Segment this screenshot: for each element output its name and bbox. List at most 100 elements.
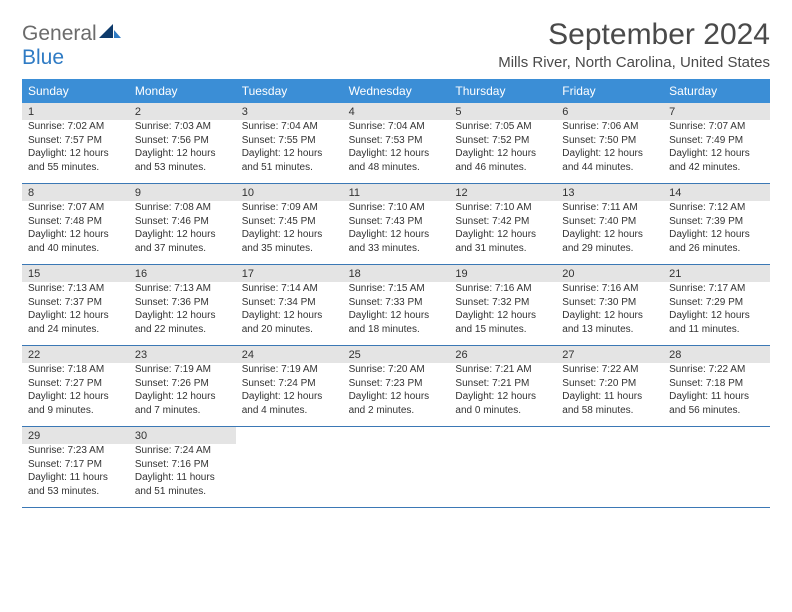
day-cell: 29Sunrise: 7:23 AMSunset: 7:17 PMDayligh… bbox=[22, 427, 129, 507]
week-row: 29Sunrise: 7:23 AMSunset: 7:17 PMDayligh… bbox=[22, 427, 770, 508]
sunset-text: Sunset: 7:53 PM bbox=[349, 134, 444, 148]
sunset-text: Sunset: 7:46 PM bbox=[135, 215, 230, 229]
week-row: 22Sunrise: 7:18 AMSunset: 7:27 PMDayligh… bbox=[22, 346, 770, 427]
day-details: Sunrise: 7:03 AMSunset: 7:56 PMDaylight:… bbox=[129, 120, 236, 178]
daylight-text: and 56 minutes. bbox=[669, 404, 764, 418]
day-number: 30 bbox=[129, 427, 236, 444]
day-number: 14 bbox=[663, 184, 770, 201]
daylight-text: and 31 minutes. bbox=[455, 242, 550, 256]
sunrise-text: Sunrise: 7:11 AM bbox=[562, 201, 657, 215]
day-number: 9 bbox=[129, 184, 236, 201]
day-cell: 19Sunrise: 7:16 AMSunset: 7:32 PMDayligh… bbox=[449, 265, 556, 345]
sunset-text: Sunset: 7:40 PM bbox=[562, 215, 657, 229]
day-details: Sunrise: 7:04 AMSunset: 7:55 PMDaylight:… bbox=[236, 120, 343, 178]
day-details: Sunrise: 7:07 AMSunset: 7:48 PMDaylight:… bbox=[22, 201, 129, 259]
day-details: Sunrise: 7:05 AMSunset: 7:52 PMDaylight:… bbox=[449, 120, 556, 178]
page-header: General Blue September 2024 Mills River,… bbox=[22, 18, 770, 71]
day-number: 13 bbox=[556, 184, 663, 201]
daylight-text: Daylight: 12 hours bbox=[349, 390, 444, 404]
day-number: 20 bbox=[556, 265, 663, 282]
day-number: 24 bbox=[236, 346, 343, 363]
location-subtitle: Mills River, North Carolina, United Stat… bbox=[498, 54, 770, 71]
day-details: Sunrise: 7:16 AMSunset: 7:30 PMDaylight:… bbox=[556, 282, 663, 340]
daylight-text: Daylight: 11 hours bbox=[28, 471, 123, 485]
day-number: 6 bbox=[556, 103, 663, 120]
week-row: 15Sunrise: 7:13 AMSunset: 7:37 PMDayligh… bbox=[22, 265, 770, 346]
sunrise-text: Sunrise: 7:22 AM bbox=[562, 363, 657, 377]
sunrise-text: Sunrise: 7:07 AM bbox=[669, 120, 764, 134]
day-cell: 10Sunrise: 7:09 AMSunset: 7:45 PMDayligh… bbox=[236, 184, 343, 264]
day-details: Sunrise: 7:12 AMSunset: 7:39 PMDaylight:… bbox=[663, 201, 770, 259]
daylight-text: Daylight: 11 hours bbox=[562, 390, 657, 404]
daylight-text: Daylight: 12 hours bbox=[455, 147, 550, 161]
sunrise-text: Sunrise: 7:14 AM bbox=[242, 282, 337, 296]
daylight-text: and 58 minutes. bbox=[562, 404, 657, 418]
daylight-text: and 29 minutes. bbox=[562, 242, 657, 256]
daylight-text: and 35 minutes. bbox=[242, 242, 337, 256]
day-cell: 5Sunrise: 7:05 AMSunset: 7:52 PMDaylight… bbox=[449, 103, 556, 183]
day-details: Sunrise: 7:02 AMSunset: 7:57 PMDaylight:… bbox=[22, 120, 129, 178]
daylight-text: and 7 minutes. bbox=[135, 404, 230, 418]
day-details: Sunrise: 7:23 AMSunset: 7:17 PMDaylight:… bbox=[22, 444, 129, 502]
day-details: Sunrise: 7:09 AMSunset: 7:45 PMDaylight:… bbox=[236, 201, 343, 259]
day-details: Sunrise: 7:17 AMSunset: 7:29 PMDaylight:… bbox=[663, 282, 770, 340]
day-details: Sunrise: 7:07 AMSunset: 7:49 PMDaylight:… bbox=[663, 120, 770, 178]
day-cell bbox=[343, 427, 450, 507]
daylight-text: and 9 minutes. bbox=[28, 404, 123, 418]
day-cell: 21Sunrise: 7:17 AMSunset: 7:29 PMDayligh… bbox=[663, 265, 770, 345]
sunrise-text: Sunrise: 7:13 AM bbox=[135, 282, 230, 296]
sunset-text: Sunset: 7:21 PM bbox=[455, 377, 550, 391]
day-cell: 26Sunrise: 7:21 AMSunset: 7:21 PMDayligh… bbox=[449, 346, 556, 426]
daylight-text: and 55 minutes. bbox=[28, 161, 123, 175]
weekday-header-cell: Wednesday bbox=[343, 79, 450, 103]
daylight-text: Daylight: 12 hours bbox=[135, 390, 230, 404]
daylight-text: Daylight: 12 hours bbox=[242, 228, 337, 242]
sunrise-text: Sunrise: 7:19 AM bbox=[135, 363, 230, 377]
sunrise-text: Sunrise: 7:03 AM bbox=[135, 120, 230, 134]
daylight-text: Daylight: 12 hours bbox=[135, 147, 230, 161]
day-number: 8 bbox=[22, 184, 129, 201]
day-cell: 4Sunrise: 7:04 AMSunset: 7:53 PMDaylight… bbox=[343, 103, 450, 183]
sunset-text: Sunset: 7:49 PM bbox=[669, 134, 764, 148]
sunset-text: Sunset: 7:18 PM bbox=[669, 377, 764, 391]
sunset-text: Sunset: 7:57 PM bbox=[28, 134, 123, 148]
sunrise-text: Sunrise: 7:23 AM bbox=[28, 444, 123, 458]
daylight-text: and 26 minutes. bbox=[669, 242, 764, 256]
logo-text: General Blue bbox=[22, 22, 121, 70]
sunset-text: Sunset: 7:43 PM bbox=[349, 215, 444, 229]
day-cell: 16Sunrise: 7:13 AMSunset: 7:36 PMDayligh… bbox=[129, 265, 236, 345]
sunrise-text: Sunrise: 7:10 AM bbox=[455, 201, 550, 215]
day-cell: 22Sunrise: 7:18 AMSunset: 7:27 PMDayligh… bbox=[22, 346, 129, 426]
day-cell: 30Sunrise: 7:24 AMSunset: 7:16 PMDayligh… bbox=[129, 427, 236, 507]
day-cell: 24Sunrise: 7:19 AMSunset: 7:24 PMDayligh… bbox=[236, 346, 343, 426]
sunset-text: Sunset: 7:32 PM bbox=[455, 296, 550, 310]
daylight-text: Daylight: 12 hours bbox=[349, 309, 444, 323]
sunset-text: Sunset: 7:34 PM bbox=[242, 296, 337, 310]
weekday-header-cell: Saturday bbox=[663, 79, 770, 103]
day-details: Sunrise: 7:19 AMSunset: 7:26 PMDaylight:… bbox=[129, 363, 236, 421]
day-details: Sunrise: 7:16 AMSunset: 7:32 PMDaylight:… bbox=[449, 282, 556, 340]
daylight-text: and 22 minutes. bbox=[135, 323, 230, 337]
daylight-text: Daylight: 12 hours bbox=[562, 147, 657, 161]
day-number: 5 bbox=[449, 103, 556, 120]
sunrise-text: Sunrise: 7:07 AM bbox=[28, 201, 123, 215]
day-cell: 12Sunrise: 7:10 AMSunset: 7:42 PMDayligh… bbox=[449, 184, 556, 264]
day-cell: 11Sunrise: 7:10 AMSunset: 7:43 PMDayligh… bbox=[343, 184, 450, 264]
sunset-text: Sunset: 7:23 PM bbox=[349, 377, 444, 391]
daylight-text: Daylight: 12 hours bbox=[669, 228, 764, 242]
sunrise-text: Sunrise: 7:04 AM bbox=[242, 120, 337, 134]
weekday-header-cell: Monday bbox=[129, 79, 236, 103]
day-number: 11 bbox=[343, 184, 450, 201]
daylight-text: and 51 minutes. bbox=[135, 485, 230, 499]
daylight-text: and 53 minutes. bbox=[135, 161, 230, 175]
logo-word-general: General bbox=[22, 22, 97, 45]
day-number: 25 bbox=[343, 346, 450, 363]
sunset-text: Sunset: 7:33 PM bbox=[349, 296, 444, 310]
daylight-text: Daylight: 12 hours bbox=[28, 390, 123, 404]
daylight-text: Daylight: 12 hours bbox=[28, 147, 123, 161]
day-cell: 1Sunrise: 7:02 AMSunset: 7:57 PMDaylight… bbox=[22, 103, 129, 183]
day-details: Sunrise: 7:13 AMSunset: 7:36 PMDaylight:… bbox=[129, 282, 236, 340]
day-details: Sunrise: 7:13 AMSunset: 7:37 PMDaylight:… bbox=[22, 282, 129, 340]
daylight-text: and 33 minutes. bbox=[349, 242, 444, 256]
day-number: 10 bbox=[236, 184, 343, 201]
